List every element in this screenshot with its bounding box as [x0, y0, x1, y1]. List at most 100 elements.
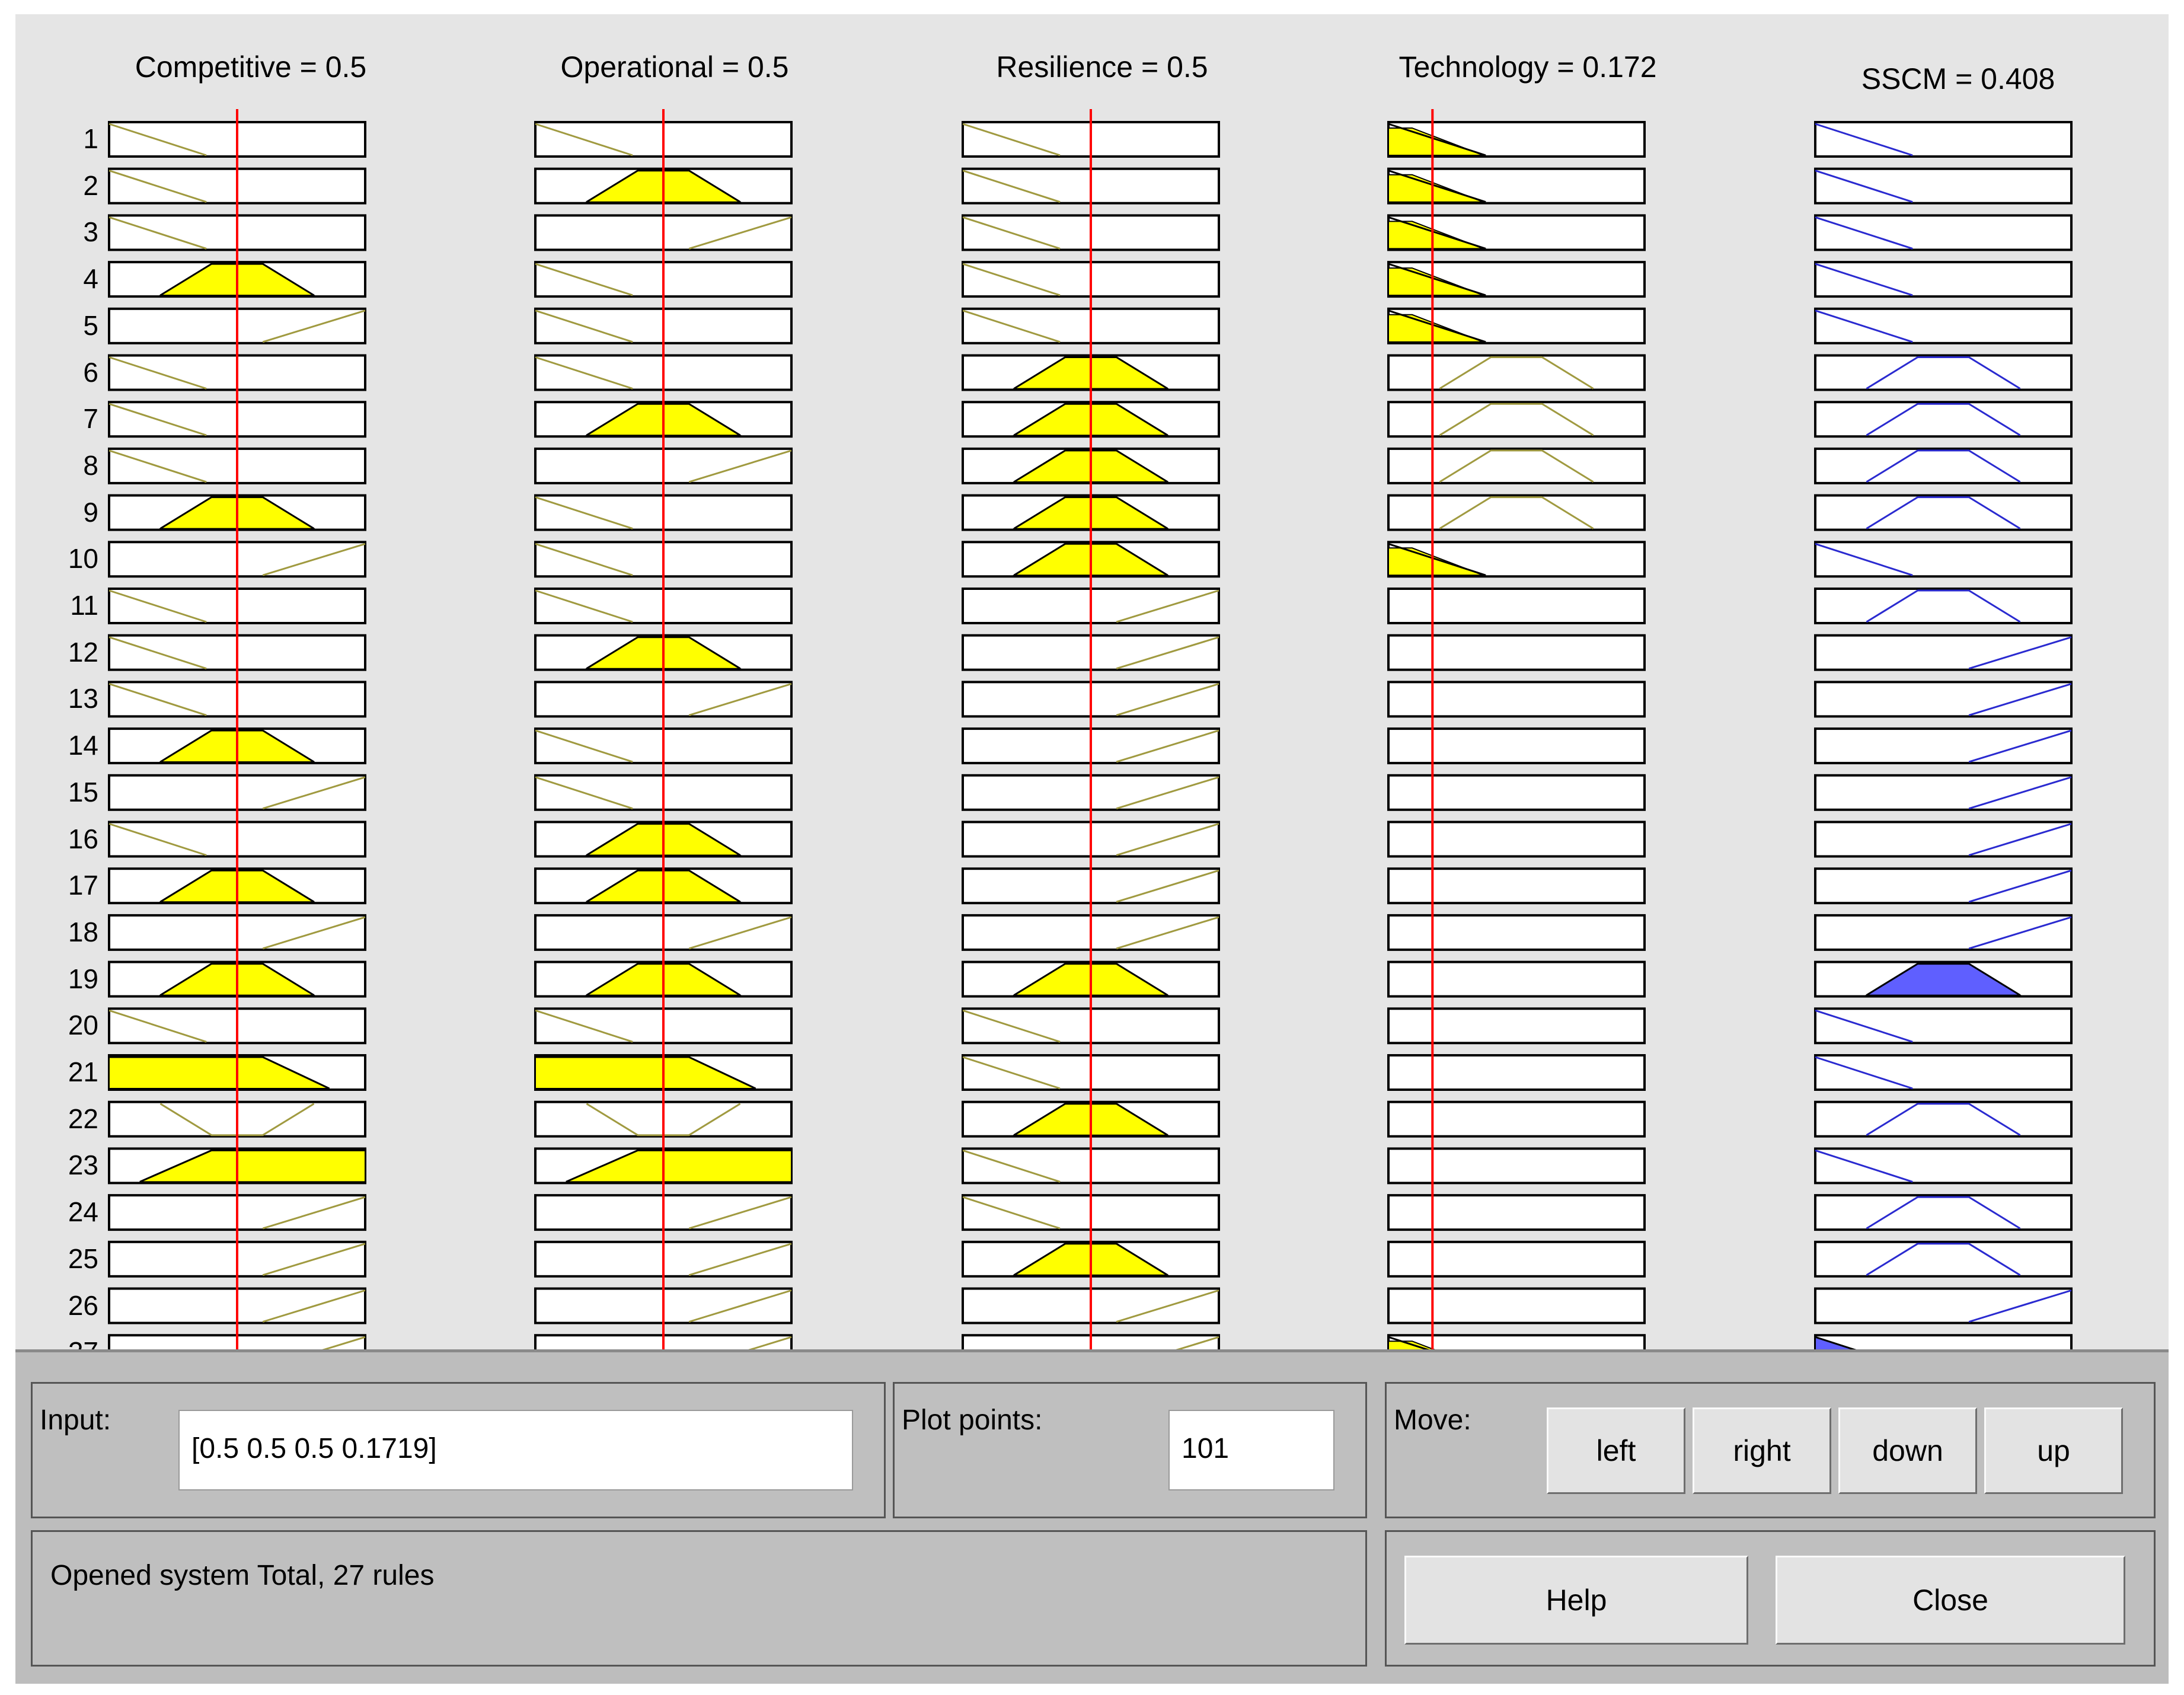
rule-5-sscm-box[interactable] — [1814, 307, 2073, 344]
rule-number: 23 — [68, 1150, 98, 1181]
rule-26-sscm-membership-line — [1968, 1289, 2072, 1323]
rule-5-sscm-membership-line — [1815, 309, 1913, 343]
rule-5-resilience-membership-line — [962, 309, 1061, 343]
move-label: Move: — [1394, 1404, 1471, 1436]
rule-11-technology-box[interactable] — [1387, 588, 1646, 624]
help-button[interactable]: Help — [1404, 1556, 1748, 1645]
rule-10-sscm-box[interactable] — [1814, 541, 2073, 578]
rule-15-sscm-box[interactable] — [1814, 774, 2073, 811]
move-up-button[interactable]: up — [1984, 1407, 2123, 1494]
rule-25-technology-box[interactable] — [1387, 1240, 1646, 1278]
rule-14-resilience-membership-line — [1116, 729, 1219, 763]
rule-number: 19 — [68, 963, 98, 994]
rule-26-sscm-box[interactable] — [1814, 1287, 2073, 1324]
rule-10-sscm-membership-line — [1815, 542, 1913, 576]
rule-27-sscm-box[interactable] — [1814, 1334, 2073, 1349]
rule-3-sscm-box[interactable] — [1814, 214, 2073, 251]
rule-15-technology-box[interactable] — [1387, 774, 1646, 811]
rule-12-sscm-box[interactable] — [1814, 634, 2073, 671]
move-right-button[interactable]: right — [1693, 1407, 1831, 1494]
rule-23-sscm-box[interactable] — [1814, 1147, 2073, 1185]
rule-12-technology-box[interactable] — [1387, 634, 1646, 671]
rule-17-sscm-membership-line — [1968, 869, 2072, 903]
rule-19-technology-box[interactable] — [1387, 960, 1646, 998]
rule-number: 7 — [83, 403, 98, 435]
rule-15-sscm-membership-line — [1968, 776, 2072, 810]
rule-4-sscm-box[interactable] — [1814, 261, 2073, 298]
rule-1-sscm-box[interactable] — [1814, 121, 2073, 158]
move-down-button[interactable]: down — [1838, 1407, 1977, 1494]
rule-24-technology-box[interactable] — [1387, 1194, 1646, 1231]
rule-number: 15 — [68, 776, 98, 807]
rule-6-technology-membership-line — [1439, 356, 1594, 390]
rule-21-resilience-membership-line — [962, 1056, 1061, 1090]
rule-number: 25 — [68, 1243, 98, 1274]
rule-3-technology-membership-line — [1388, 216, 1486, 250]
rule-18-sscm-box[interactable] — [1814, 914, 2073, 951]
rule-27-technology-box[interactable] — [1387, 1334, 1646, 1349]
rule-6-sscm-box[interactable] — [1814, 354, 2073, 391]
rule-20-technology-box[interactable] — [1387, 1007, 1646, 1045]
rule-17-technology-box[interactable] — [1387, 867, 1646, 905]
rule-23-technology-box[interactable] — [1387, 1147, 1646, 1185]
move-frame: Move: left right down up — [1385, 1382, 2156, 1518]
rule-25-sscm-box[interactable] — [1814, 1240, 2073, 1278]
rule-14-sscm-box[interactable] — [1814, 727, 2073, 765]
rule-6-technology-box[interactable] — [1387, 354, 1646, 391]
rule-17-sscm-box[interactable] — [1814, 867, 2073, 905]
rule-number: 17 — [68, 870, 98, 901]
control-panel: Input: [0.5 0.5 0.5 0.1719] Plot points:… — [15, 1349, 2169, 1684]
rule-24-sscm-box[interactable] — [1814, 1194, 2073, 1231]
rule-26-technology-box[interactable] — [1387, 1287, 1646, 1324]
rule-12-competitive-membership-line — [108, 636, 207, 670]
move-left-button[interactable]: left — [1547, 1407, 1685, 1494]
column-title-operational: Operational = 0.5 — [560, 50, 789, 84]
rule-21-sscm-box[interactable] — [1814, 1054, 2073, 1091]
rule-plot-area[interactable] — [15, 14, 2169, 1349]
rule-16-competitive-membership-line — [108, 823, 207, 856]
rule-8-sscm-box[interactable] — [1814, 447, 2073, 484]
close-button[interactable]: Close — [1776, 1556, 2125, 1645]
rule-9-technology-box[interactable] — [1387, 494, 1646, 531]
rule-2-sscm-box[interactable] — [1814, 167, 2073, 205]
rule-1-sscm-membership-line — [1815, 123, 1913, 157]
rule-9-technology-membership-line — [1439, 496, 1594, 529]
column-title-competitive: Competitive = 0.5 — [135, 50, 367, 84]
rule-1-operational-membership-line — [535, 123, 633, 157]
rule-13-technology-box[interactable] — [1387, 681, 1646, 718]
rule-8-technology-box[interactable] — [1387, 447, 1646, 484]
rule-14-technology-box[interactable] — [1387, 727, 1646, 765]
rule-12-sscm-membership-line — [1968, 636, 2072, 670]
input-vector-field[interactable]: [0.5 0.5 0.5 0.1719] — [178, 1410, 853, 1490]
rule-27-operational-membership-line — [748, 1336, 792, 1349]
rule-7-sscm-box[interactable] — [1814, 401, 2073, 438]
rule-10-competitive-membership-line — [262, 542, 366, 576]
rule-16-technology-box[interactable] — [1387, 821, 1646, 858]
rule-number: 1 — [83, 123, 98, 154]
rule-18-technology-box[interactable] — [1387, 914, 1646, 951]
rule-21-technology-box[interactable] — [1387, 1054, 1646, 1091]
rule-viewer-window: Competitive = 0.5 Operational = 0.5 Resi… — [15, 14, 2169, 1684]
rule-7-technology-box[interactable] — [1387, 401, 1646, 438]
rule-24-competitive-membership-line — [262, 1196, 366, 1230]
rule-9-sscm-box[interactable] — [1814, 494, 2073, 531]
rule-22-sscm-box[interactable] — [1814, 1100, 2073, 1138]
rule-26-resilience-membership-line — [1116, 1289, 1219, 1323]
rule-13-resilience-membership-line — [1116, 682, 1219, 716]
column-title-sscm: SSCM = 0.408 — [1861, 62, 2055, 95]
rule-27-resilience-membership-line — [1176, 1336, 1219, 1349]
plot-points-field[interactable]: 101 — [1168, 1410, 1334, 1490]
rule-16-sscm-box[interactable] — [1814, 821, 2073, 858]
rule-20-sscm-box[interactable] — [1814, 1007, 2073, 1045]
rule-number: 4 — [83, 263, 98, 295]
rule-13-sscm-box[interactable] — [1814, 681, 2073, 718]
rule-11-sscm-box[interactable] — [1814, 588, 2073, 624]
rule-13-competitive-membership-line — [108, 682, 207, 716]
rule-22-technology-box[interactable] — [1387, 1100, 1646, 1138]
rule-23-resilience-membership-line — [962, 1149, 1061, 1183]
rule-number: 3 — [83, 216, 98, 248]
rule-3-sscm-membership-line — [1815, 216, 1913, 250]
rule-16-sscm-membership-line — [1968, 823, 2072, 856]
rule-20-competitive-membership-line — [108, 1009, 207, 1043]
rule-9-operational-membership-line — [535, 496, 633, 530]
